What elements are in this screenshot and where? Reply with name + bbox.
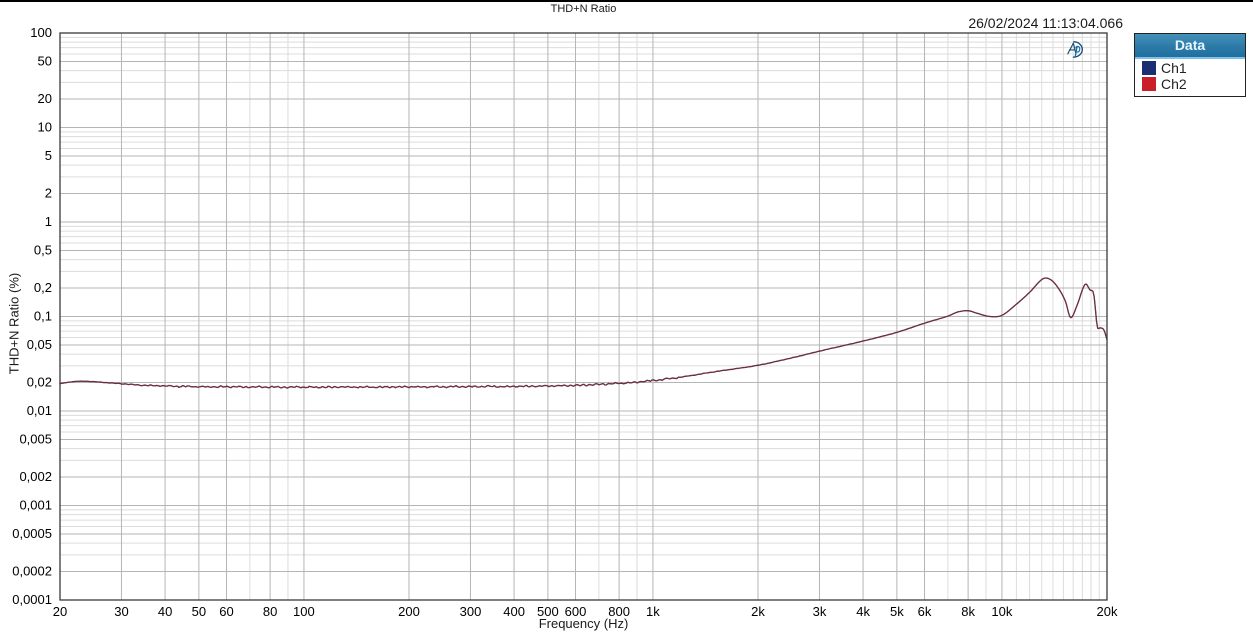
svg-text:0,05: 0,05 (27, 337, 52, 352)
svg-text:2: 2 (45, 186, 52, 201)
svg-text:0,2: 0,2 (34, 280, 52, 295)
svg-text:0,0002: 0,0002 (12, 564, 52, 579)
svg-text:0,0005: 0,0005 (12, 526, 52, 541)
svg-text:0,001: 0,001 (19, 498, 52, 513)
svg-text:10: 10 (38, 120, 52, 135)
svg-text:0,01: 0,01 (27, 403, 52, 418)
svg-text:0,002: 0,002 (19, 469, 52, 484)
svg-text:20: 20 (38, 91, 52, 106)
svg-text:5: 5 (45, 148, 52, 163)
svg-text:50: 50 (38, 53, 52, 68)
svg-text:0,02: 0,02 (27, 375, 52, 390)
svg-text:0,005: 0,005 (19, 431, 52, 446)
svg-text:0,1: 0,1 (34, 309, 52, 324)
svg-text:100: 100 (30, 25, 52, 40)
svg-text:1: 1 (45, 214, 52, 229)
svg-text:0,5: 0,5 (34, 242, 52, 257)
svg-text:0,0001: 0,0001 (12, 592, 52, 607)
